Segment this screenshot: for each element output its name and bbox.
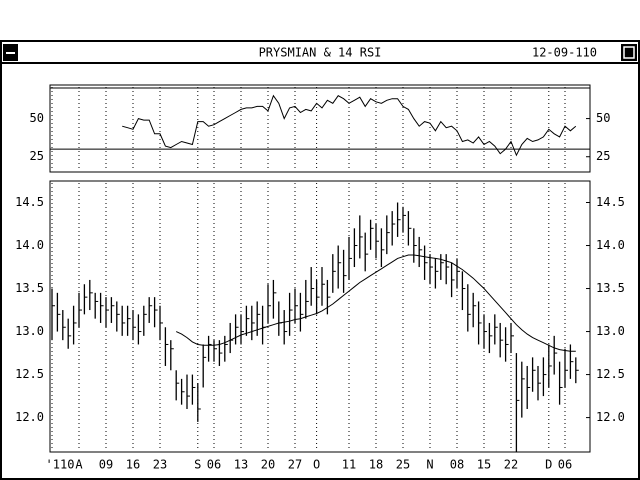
x-tick-label: 16 <box>126 458 140 472</box>
price-panel <box>49 180 591 453</box>
rsi-line <box>122 94 577 157</box>
x-tick-label: 23 <box>153 458 167 472</box>
x-tick-label: A <box>75 458 83 472</box>
y-tick-label-right: 25 <box>596 149 610 163</box>
y-tick-label: 13.5 <box>15 281 44 295</box>
x-tick-label: N <box>426 458 433 472</box>
y-tick-label: 12.0 <box>15 410 44 424</box>
x-tick-label: 22 <box>504 458 518 472</box>
x-tick-label: 25 <box>396 458 410 472</box>
x-tick-label: O <box>313 458 320 472</box>
x-tick-label: 09 <box>99 458 113 472</box>
y-tick-label: 50 <box>30 111 44 125</box>
x-tick-label: 08 <box>450 458 464 472</box>
y-tick-label-right: 14.0 <box>596 238 625 252</box>
y-tick-label: 14.5 <box>15 195 44 209</box>
window-title: PRYSMIAN & 14 RSI <box>259 46 382 60</box>
y-tick-label-right: 14.5 <box>596 195 625 209</box>
x-tick-label: '110 <box>46 458 75 472</box>
x-tick-label: S <box>194 458 201 472</box>
x-tick-label: 20 <box>261 458 275 472</box>
rsi-panel <box>49 84 591 173</box>
x-tick-label: 06 <box>558 458 572 472</box>
y-tick-label: 14.0 <box>15 238 44 252</box>
x-tick-label: 15 <box>477 458 491 472</box>
x-tick-label: 06 <box>207 458 221 472</box>
window-date: 12-09-110 <box>532 46 597 60</box>
resize-button[interactable] <box>621 44 637 61</box>
x-tick-label: D <box>545 458 552 472</box>
close-button[interactable] <box>3 44 18 61</box>
y-tick-label-right: 50 <box>596 111 610 125</box>
y-tick-label-right: 13.5 <box>596 281 625 295</box>
y-tick-label-right: 13.0 <box>596 324 625 338</box>
x-tick-label: 11 <box>342 458 356 472</box>
y-tick-label-right: 12.5 <box>596 367 625 381</box>
x-tick-label: 27 <box>288 458 302 472</box>
y-tick-label: 12.5 <box>15 367 44 381</box>
y-tick-label: 25 <box>30 149 44 163</box>
x-tick-label: 13 <box>234 458 248 472</box>
window-frame <box>0 40 640 480</box>
y-tick-label-right: 12.0 <box>596 410 625 424</box>
x-tick-label: 18 <box>369 458 383 472</box>
moving-average <box>175 254 576 352</box>
y-tick-label: 13.0 <box>15 324 44 338</box>
